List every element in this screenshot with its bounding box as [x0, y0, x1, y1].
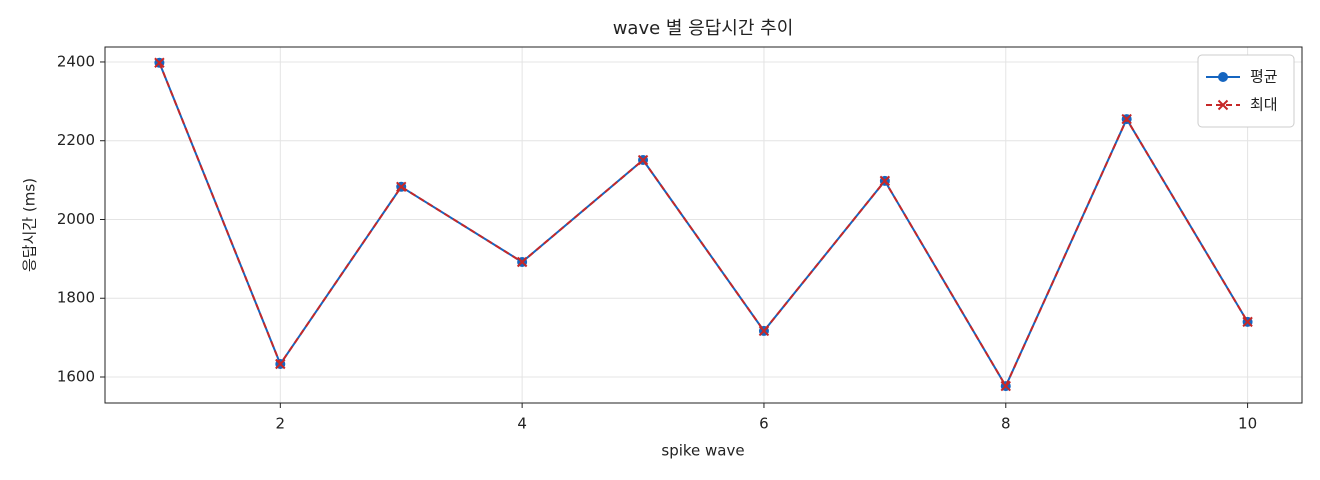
point [879, 175, 891, 187]
point [1121, 113, 1132, 125]
legend-marker [1218, 72, 1228, 82]
chart-title: wave 별 응답시간 추이 [613, 18, 794, 39]
y-tick-label: 2000 [57, 210, 95, 228]
point [275, 358, 286, 370]
x-tick-label: 4 [517, 415, 527, 433]
y-tick-label: 1800 [57, 289, 95, 307]
point [637, 154, 649, 166]
legend-box [1197, 54, 1295, 128]
y-axis-label: 응답시간 (ms) [21, 178, 39, 272]
point [396, 181, 407, 193]
axes-frame [104, 46, 1303, 404]
x-tick-label: 6 [759, 415, 769, 433]
point [516, 256, 528, 268]
y-tick-label: 2200 [57, 131, 95, 149]
x-axis-label: spike wave [661, 442, 744, 460]
line [158, 62, 1249, 389]
y-tick-label: 1600 [57, 368, 95, 386]
y-tick-label: 2400 [57, 52, 95, 70]
point [1000, 380, 1011, 392]
x-tick-label: 8 [1001, 415, 1011, 433]
x-tick-label: 2 [276, 415, 286, 433]
point [758, 325, 770, 337]
legend-label: 평균 [1250, 68, 1278, 86]
point [154, 57, 165, 68]
legend-label: 최대 [1250, 96, 1278, 114]
point [1242, 316, 1253, 328]
legend-marker [1217, 99, 1229, 111]
x-tick-label: 10 [1238, 415, 1257, 433]
